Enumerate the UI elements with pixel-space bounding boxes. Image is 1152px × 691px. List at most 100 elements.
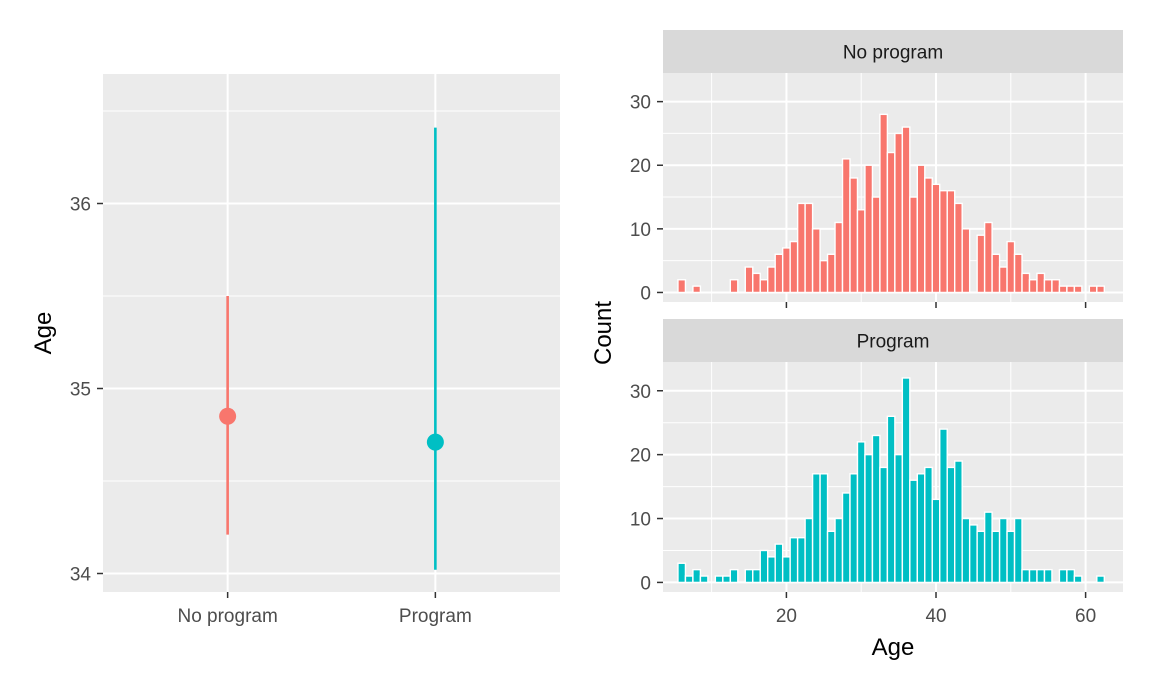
histogram-bar — [954, 202, 963, 294]
histogram-bar — [998, 266, 1008, 294]
facet-program: Program 0 10 20 30 — [630, 319, 1123, 598]
histogram-bar — [744, 568, 754, 584]
histogram-bar — [976, 234, 986, 294]
histogram-bar — [976, 530, 986, 584]
histogram-bar — [894, 453, 904, 584]
histogram-bar — [983, 511, 993, 584]
histogram-bar — [1058, 285, 1068, 294]
histogram-bar — [1043, 279, 1053, 294]
histogram-bar — [819, 259, 829, 294]
histogram-bar — [879, 466, 889, 584]
histogram-bar — [759, 279, 769, 294]
histogram-bar — [879, 113, 889, 294]
histogram-bar — [819, 473, 829, 584]
histogram-bar — [796, 536, 806, 584]
histogram-bar — [692, 285, 702, 294]
histogram-bar — [774, 253, 784, 294]
histogram-bar — [729, 568, 739, 584]
histogram-bar — [684, 575, 694, 584]
histogram-bar — [871, 196, 881, 294]
histogram-bar — [752, 272, 761, 294]
histogram-bar — [781, 556, 791, 584]
histogram-bar — [789, 240, 799, 294]
y-tick-label: 10 — [630, 510, 651, 531]
y-tick-label: 20 — [630, 156, 651, 177]
histogram-bar — [841, 492, 851, 584]
histogram-bar — [1013, 253, 1023, 294]
histogram-bar — [864, 453, 874, 584]
histogram-bar — [1073, 575, 1083, 584]
histogram-bar — [722, 575, 732, 584]
histogram-bar — [774, 543, 784, 584]
histogram-bar — [1088, 285, 1098, 294]
histogram-bar — [931, 183, 941, 294]
point-program — [426, 433, 444, 451]
right-x-axis-title: Age — [872, 634, 915, 661]
histogram-facets: No program 0 10 20 30 Program 0 10 20 30 — [630, 30, 1123, 598]
histogram-bar — [1036, 272, 1046, 294]
histogram-bar — [811, 228, 821, 294]
histogram-bar — [692, 568, 702, 584]
histogram-bar — [1066, 285, 1076, 294]
histogram-bar — [856, 209, 866, 294]
histogram-bar — [759, 549, 769, 584]
histogram-bar — [939, 428, 948, 584]
left-y-axis-title: Age — [30, 312, 57, 355]
histogram-bar — [1096, 575, 1106, 584]
facet-strip-label: Program — [857, 332, 930, 353]
histogram-bar — [916, 164, 926, 294]
histogram-bar — [1028, 568, 1038, 584]
histogram-bar — [1036, 568, 1046, 584]
x-tick-label: 20 — [776, 606, 797, 627]
histogram-bar — [699, 575, 709, 584]
histogram-bar — [729, 279, 739, 294]
histogram-bar — [946, 466, 956, 584]
histogram-bar — [916, 473, 926, 584]
histogram-bar — [1021, 568, 1031, 584]
histogram-bar — [894, 132, 904, 294]
histogram-bar — [1006, 240, 1016, 294]
y-tick-label: 35 — [70, 380, 91, 401]
right-x-axis: 20 40 60 — [776, 606, 1096, 627]
histogram-bar — [796, 202, 806, 294]
histogram-bar — [939, 189, 948, 294]
facet-strip — [663, 30, 1123, 73]
point-no-program — [219, 407, 237, 425]
histogram-bar — [998, 517, 1008, 584]
histogram-bar — [946, 189, 956, 294]
histogram-bar — [841, 158, 851, 294]
histogram-bar — [1066, 568, 1076, 584]
x-tick-label: 60 — [1075, 606, 1096, 627]
y-tick-label: 30 — [630, 382, 651, 403]
histogram-bar — [961, 517, 971, 584]
histogram-bar — [804, 202, 814, 294]
histogram-bar — [1021, 272, 1031, 294]
y-tick-label: 34 — [70, 565, 92, 586]
histogram-bar — [954, 460, 963, 584]
y-tick-label: 0 — [640, 573, 651, 594]
histogram-bar — [924, 177, 933, 294]
histogram-bar — [752, 568, 761, 584]
x-tick-label: No program — [177, 606, 277, 627]
histogram-bar — [991, 253, 1001, 294]
y-tick-label: 36 — [70, 195, 91, 216]
left-panel-marks — [219, 127, 444, 570]
facet-strip — [663, 319, 1123, 362]
histogram-bar — [677, 562, 687, 584]
histogram-bar — [1096, 285, 1106, 294]
histogram-bar — [834, 221, 844, 294]
histogram-bar — [811, 473, 821, 584]
histogram-bar — [834, 517, 844, 584]
y-tick-label: 30 — [630, 93, 651, 114]
histogram-bar — [1051, 279, 1061, 294]
histogram-bar — [677, 279, 687, 294]
pointrange-chart: 34 35 36 No program Program Age — [30, 74, 560, 627]
histogram-bar — [1073, 285, 1083, 294]
histogram-bar — [849, 177, 859, 294]
histogram-bar — [849, 473, 859, 584]
histogram-bar — [886, 415, 896, 584]
x-tick-label: 40 — [925, 606, 946, 627]
y-tick-label: 0 — [640, 283, 651, 304]
y-tick-label: 10 — [630, 220, 651, 241]
